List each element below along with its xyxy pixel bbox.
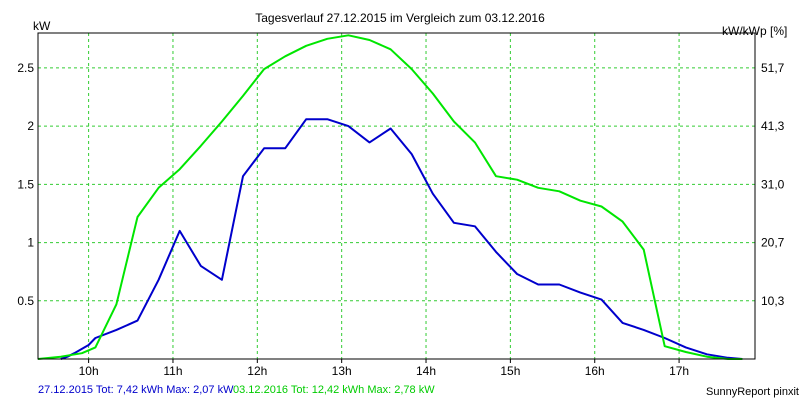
x-tick-label: 10h <box>79 364 99 378</box>
y-tick-label-left: 1 <box>27 236 34 250</box>
y-tick-label-right: 10,3 <box>761 294 785 308</box>
footer-series1-summary: 27.12.2015 Tot: 7,42 kWh Max: 2,07 kW <box>38 384 234 396</box>
y-tick-label-right: 20,7 <box>761 236 785 250</box>
credit-label: SunnyReport pinxit <box>706 386 799 398</box>
chart-title: Tagesverlauf 27.12.2015 im Vergleich zum… <box>255 11 545 25</box>
grid-lines <box>38 33 755 359</box>
y-tick-label-right: 51,7 <box>761 61 785 75</box>
y-axis-unit-right: kW/kWp [%] <box>722 24 788 38</box>
y-tick-label-left: 2 <box>27 119 34 133</box>
x-tick-label: 12h <box>247 364 267 378</box>
y-tick-label-left: 0.5 <box>17 294 34 308</box>
axis-tick-labels: 10h 11h 12h 13h 14h 15h 16h 17h 0.5 1 1.5 2 2.5 10,3 2… <box>17 61 784 378</box>
series-line-1 <box>60 118 743 360</box>
y-tick-label-right: 41,3 <box>761 119 785 133</box>
plot-frame <box>37 32 756 360</box>
y-tick-label-left: 2.5 <box>17 61 34 75</box>
y-axis-unit-left: kW <box>33 19 51 33</box>
series-line-2 <box>37 34 743 360</box>
x-tick-label: 11h <box>163 364 182 378</box>
y-tick-label-left: 1.5 <box>17 177 34 191</box>
footer-series2-summary: 03.12.2016 Tot: 12,42 kWh Max: 2,78 kW <box>233 384 435 396</box>
series-lines <box>37 34 743 360</box>
x-tick-label: 15h <box>500 364 520 378</box>
x-tick-label: 16h <box>585 364 605 378</box>
y-tick-label-right: 31,0 <box>761 177 785 191</box>
x-tick-label: 14h <box>416 364 436 378</box>
x-tick-label: 17h <box>669 364 689 378</box>
x-tick-label: 13h <box>332 364 352 378</box>
